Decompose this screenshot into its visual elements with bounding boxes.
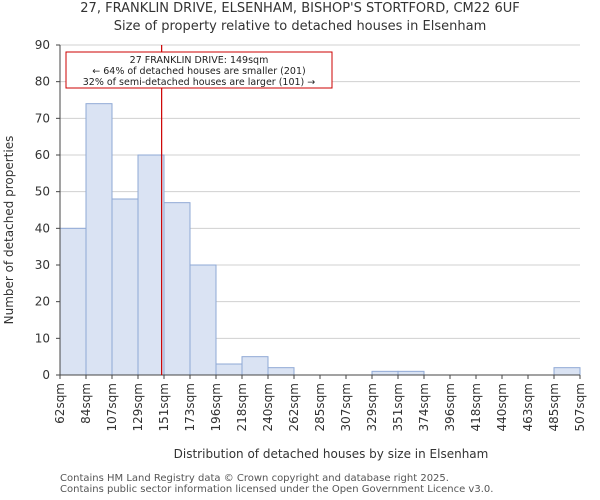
y-axis-label: Number of detached properties (2, 136, 16, 325)
histogram-bar (553, 367, 581, 376)
histogram-bar (85, 103, 113, 376)
x-tick-label: 196sqm (209, 383, 223, 431)
histogram-bar (137, 154, 165, 376)
histogram-bar (163, 202, 191, 376)
x-tick-label: 262sqm (287, 383, 301, 431)
x-tick-label: 485sqm (547, 383, 561, 431)
x-tick-label: 285sqm (313, 383, 327, 431)
x-tick-label: 329sqm (365, 383, 379, 431)
annotation-text: 32% of semi-detached houses are larger (… (83, 77, 316, 88)
footer-licence: Contains public sector information licen… (60, 484, 494, 495)
histogram-bar (189, 264, 217, 376)
x-tick-label: 396sqm (443, 383, 457, 431)
x-tick-label: 173sqm (183, 383, 197, 431)
x-tick-label: 440sqm (495, 383, 509, 431)
histogram-bar (59, 227, 87, 376)
histogram-bar (371, 370, 399, 376)
x-tick-label: 151sqm (157, 383, 171, 431)
tick-labels: 0 10 20 30 40 50 60 70 80 90 62sqm 84sqm 107sqm 129sq… (35, 38, 587, 431)
property-marker: 27 FRANKLIN DRIVE: 149sqm← 64% of detach… (65, 45, 333, 375)
histogram-bar (397, 370, 425, 376)
x-tick-label: 62sqm (53, 383, 67, 424)
x-tick-label: 107sqm (105, 383, 119, 431)
y-tick-label: 80 (35, 75, 50, 89)
annotation-box (65, 51, 333, 89)
x-tick-label: 351sqm (391, 383, 405, 431)
x-tick-label: 418sqm (469, 383, 483, 431)
histogram-bar (215, 363, 243, 376)
x-tick-label: 129sqm (131, 383, 145, 431)
y-tick-label: 60 (35, 148, 50, 162)
histogram-bar (267, 367, 295, 376)
x-tick-label: 374sqm (417, 383, 431, 431)
axes (56, 44, 581, 379)
x-axis-label: Distribution of detached houses by size … (174, 447, 489, 461)
y-tick-label: 40 (35, 221, 50, 235)
histogram-bar (241, 356, 269, 376)
bars (59, 103, 581, 376)
y-tick-label: 50 (35, 185, 50, 199)
annotation-text: ← 64% of detached houses are smaller (20… (92, 66, 305, 77)
x-tick-label: 218sqm (235, 383, 249, 431)
x-tick-label: 307sqm (339, 383, 353, 431)
y-tick-label: 90 (35, 38, 50, 52)
y-tick-label: 20 (35, 295, 50, 309)
x-tick-label: 507sqm (573, 383, 587, 431)
y-tick-label: 10 (35, 331, 50, 345)
y-tick-label: 30 (35, 258, 50, 272)
footer-copyright: Contains HM Land Registry data © Crown c… (60, 473, 449, 484)
y-tick-label: 0 (42, 368, 50, 382)
x-tick-label: 240sqm (261, 383, 275, 431)
x-tick-label: 84sqm (79, 383, 93, 424)
annotation-text: 27 FRANKLIN DRIVE: 149sqm (130, 55, 269, 66)
histogram-bar (111, 198, 139, 376)
chart-title: 27, FRANKLIN DRIVE, ELSENHAM, BISHOP'S S… (80, 1, 520, 16)
chart-subtitle: Size of property relative to detached ho… (113, 19, 487, 34)
y-tick-label: 70 (35, 111, 50, 125)
x-tick-label: 463sqm (521, 383, 535, 431)
